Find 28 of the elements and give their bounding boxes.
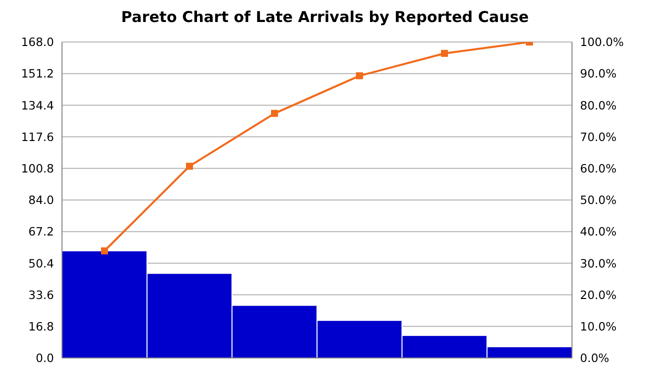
y2-tick-label: 50.0% xyxy=(580,193,617,208)
y2-tick-label: 30.0% xyxy=(580,256,617,270)
y2-tick-label: 90.0% xyxy=(580,66,617,81)
y2-tick-label: 70.0% xyxy=(580,130,617,144)
y-tick-label: 100.8 xyxy=(21,161,54,176)
y2-tick-label: 0.0% xyxy=(580,351,610,366)
chart-title: Pareto Chart of Late Arrivals by Reported Cause xyxy=(120,7,530,28)
y-tick-label: 67.2 xyxy=(28,224,54,239)
y-tick-label: 16.8 xyxy=(28,319,54,334)
y-tick-label: 33.6 xyxy=(28,288,54,302)
y-tick-label: 117.6 xyxy=(21,130,54,144)
y2-tick-label: 100.0% xyxy=(580,35,624,50)
y2-tick-label: 20.0% xyxy=(580,288,617,302)
point xyxy=(356,72,363,80)
y2-tick-label: 80.0% xyxy=(580,98,617,112)
point xyxy=(441,50,448,57)
point xyxy=(186,162,193,170)
point xyxy=(271,110,278,117)
y-tick-label: 0.0 xyxy=(36,351,54,366)
y2-tick-label: 40.0% xyxy=(580,224,617,239)
point xyxy=(101,247,108,254)
y-tick-label: 134.4 xyxy=(21,98,54,112)
y2-tick-label: 10.0% xyxy=(580,319,617,334)
y2-tick-label: 60.0% xyxy=(580,161,617,176)
y-tick-label: 84.0 xyxy=(28,193,54,208)
y-tick-label: 50.4 xyxy=(28,256,54,270)
y-tick-label: 151.2 xyxy=(21,66,54,81)
y-tick-label: 168.0 xyxy=(21,35,54,50)
